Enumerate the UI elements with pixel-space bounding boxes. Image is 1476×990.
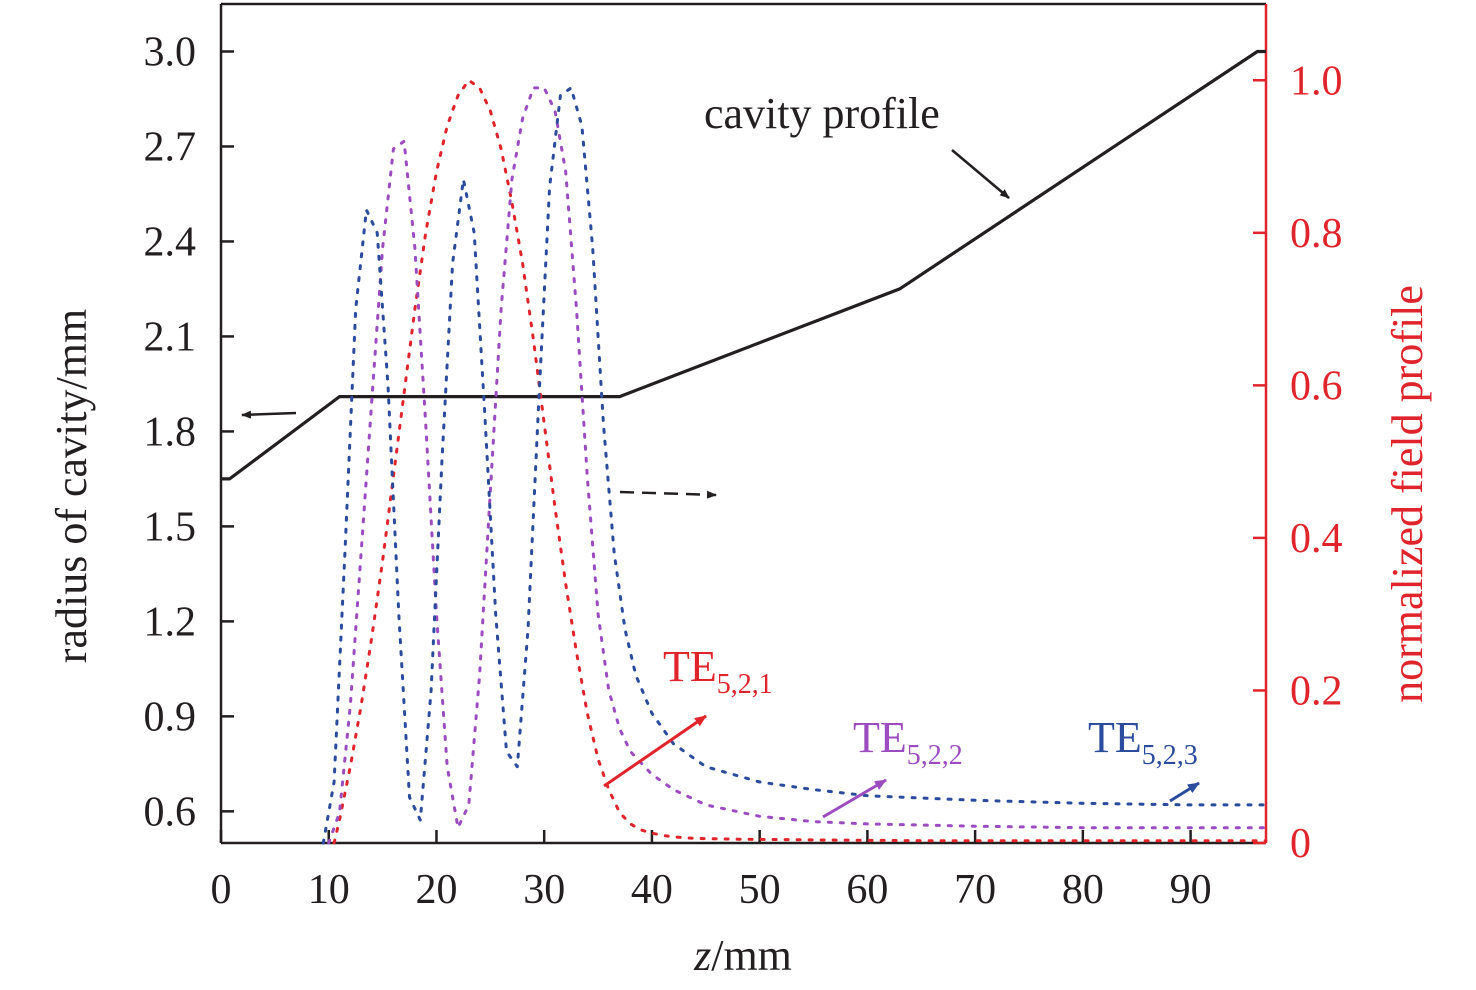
te522-label-base: TE	[853, 713, 907, 762]
left-y-tick-label: 2.7	[144, 124, 197, 170]
x-tick-label: 80	[1062, 867, 1104, 913]
series-line-te522	[327, 86, 1268, 845]
right-y-tick-label: 0.8	[1290, 211, 1343, 257]
series-line-cavity-profile	[221, 49, 1266, 481]
te523-arrow	[1169, 781, 1200, 803]
te523-label-base: TE	[1088, 713, 1142, 762]
series-line-te523	[321, 86, 1268, 845]
right-axis-indicator-arrow	[619, 490, 717, 499]
x-tick-label: 60	[846, 867, 888, 913]
te522-arrow	[822, 778, 887, 819]
x-tick-label: 50	[739, 867, 781, 913]
right-y-tick-label: 0.6	[1290, 363, 1343, 409]
te521-label-sub: 5,2,1	[717, 669, 773, 700]
tick-marks: 0 10 20 30 40 50 60 70 80 90 0.6 0.9 1.2 1.5 1.8 2.1 2.4…	[144, 29, 1343, 913]
x-axis-title-unit: /mm	[711, 931, 792, 980]
te523-label: TE5,2,3	[1088, 713, 1198, 771]
left-axis-indicator-arrow	[241, 410, 297, 419]
right-y-axis-title: normalized field profile	[1383, 285, 1432, 703]
x-tick-label: 90	[1170, 867, 1212, 913]
x-tick-label: 30	[523, 867, 565, 913]
x-tick-label: 70	[954, 867, 996, 913]
x-tick-label: 40	[631, 867, 673, 913]
x-axis-title-italic: z	[693, 931, 711, 980]
left-y-tick-label: 1.5	[144, 504, 197, 550]
left-y-tick-label: 0.9	[144, 694, 197, 740]
te522-label: TE5,2,2	[853, 713, 963, 771]
te522-label-sub: 5,2,2	[907, 740, 963, 771]
cavity-profile-label: cavity profile	[704, 89, 940, 138]
left-y-tick-label: 1.8	[144, 409, 197, 455]
left-y-tick-label: 2.4	[144, 219, 197, 265]
x-tick-label: 20	[415, 867, 457, 913]
left-y-tick-label: 1.2	[144, 599, 197, 645]
x-axis-title: z/mm	[693, 931, 792, 980]
left-y-tick-label: 2.1	[144, 314, 197, 360]
right-y-tick-label: 0	[1290, 821, 1311, 867]
left-y-axis-title: radius of cavity/mm	[47, 309, 96, 663]
cavity-profile-arrow	[951, 149, 1010, 199]
right-y-tick-label: 1.0	[1290, 58, 1343, 104]
right-y-tick-label: 0.2	[1290, 668, 1343, 714]
te521-arrow	[603, 714, 707, 788]
right-y-tick-label: 0.4	[1290, 516, 1343, 562]
te521-label-base: TE	[663, 642, 717, 691]
left-y-tick-label: 0.6	[144, 789, 197, 835]
x-tick-label: 0	[211, 867, 232, 913]
left-y-tick-label: 3.0	[144, 29, 197, 75]
x-tick-label: 10	[308, 867, 350, 913]
te523-label-sub: 5,2,3	[1142, 740, 1198, 771]
series-layer	[221, 49, 1268, 845]
te521-label: TE5,2,1	[663, 642, 773, 700]
